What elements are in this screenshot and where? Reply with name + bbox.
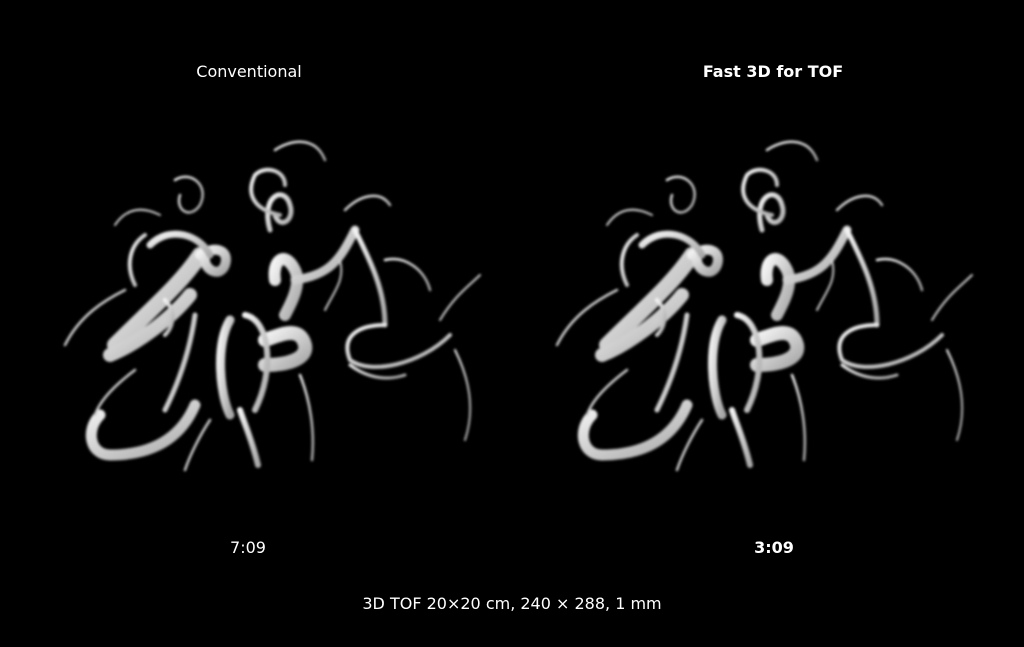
panel-title-fast-3d: Fast 3D for TOF	[702, 62, 844, 81]
vessel-render-conventional	[63, 140, 481, 472]
scan-parameters-caption: 3D TOF 20×20 cm, 240 × 288, 1 mm	[362, 594, 662, 613]
angiography-image-conventional	[40, 110, 500, 490]
scan-time-conventional: 7:09	[230, 538, 266, 557]
scan-time-fast-3d: 3:09	[754, 538, 794, 557]
angiography-image-fast-3d	[532, 110, 992, 490]
panel-title-conventional: Conventional	[196, 62, 302, 81]
vessel-render-fast-3d	[555, 140, 973, 472]
